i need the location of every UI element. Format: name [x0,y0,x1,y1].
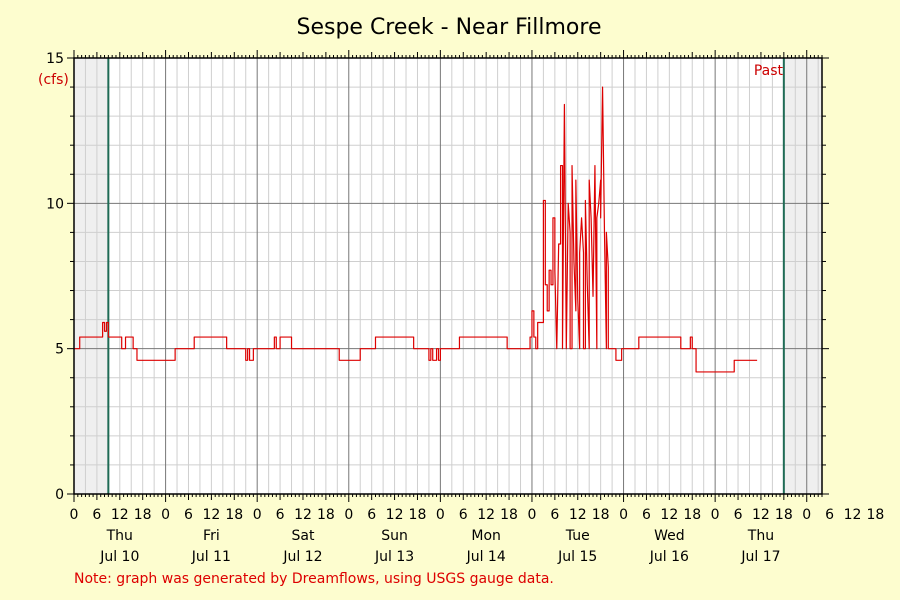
day-separators [165,58,808,494]
range-markers [107,58,785,494]
x-hour-label: 18 [317,507,335,523]
x-hour-label: 18 [409,507,427,523]
shaded-before [74,58,109,494]
x-date-label: Jul 17 [740,549,780,565]
x-hour-label: 6 [642,507,651,523]
y-tick-labels: 0 5 10 15 [46,51,64,503]
chart-title: Sespe Creek - Near Fillmore [296,15,601,40]
y-tick-label: 5 [55,342,64,358]
x-hour-label: 18 [225,507,243,523]
y-axis-unit: (cfs) [38,72,69,88]
x-date-label: Jul 13 [374,549,414,565]
x-hour-label: 18 [683,507,701,523]
x-date-label: Jul 14 [466,549,506,565]
plot-area [74,58,822,494]
x-hour-label: 6 [276,507,285,523]
x-weekday-label: Tue [565,528,590,544]
x-hour-label: 12 [844,507,862,523]
x-hour-label: 12 [569,507,587,523]
x-hour-label: 12 [386,507,404,523]
x-date-label: Jul 16 [649,549,689,565]
x-weekday-label: Thu [747,528,774,544]
x-weekday-label: Thu [106,528,133,544]
x-weekday-label: Mon [471,528,501,544]
x-hour-label: 0 [527,507,536,523]
x-date-label: Jul 11 [191,549,231,565]
axis-ticks [67,50,829,502]
x-hour-label: 12 [111,507,129,523]
grid [74,58,822,494]
x-hour-label: 0 [436,507,445,523]
x-weekday-label: Wed [654,528,685,544]
x-date-label: Jul 15 [557,549,597,565]
x-hour-label: 18 [500,507,518,523]
x-hour-label: 0 [70,507,79,523]
x-weekday-label: Fri [203,528,220,544]
series-line-0 [74,86,758,373]
y-tick-label: 15 [46,51,64,67]
x-hour-label: 18 [775,507,793,523]
x-hour-label: 6 [184,507,193,523]
x-hour-label: 0 [619,507,628,523]
x-hour-label: 18 [867,507,885,523]
x-hour-label: 12 [752,507,770,523]
x-hour-label: 12 [660,507,678,523]
x-hour-label: 6 [92,507,101,523]
past-label: Past [754,63,784,79]
y-tick-label: 0 [55,487,64,503]
x-hour-label: 6 [367,507,376,523]
x-weekday-label: Sun [381,528,408,544]
x-hour-label: 0 [802,507,811,523]
plot-background [74,58,822,494]
x-hour-label: 6 [550,507,559,523]
x-hour-label: 6 [459,507,468,523]
x-hour-label: 0 [344,507,353,523]
shaded-after [783,58,822,494]
x-hour-label: 12 [477,507,495,523]
x-day-labels: Thu Jul 10 Fri Jul 11 Sat Jul 12 Sun Jul 13 Mon J… [99,528,780,565]
x-hour-labels: 0 6 12 18 0 6 12 18 0 6 12 18 0 6 12 18 0 6 12 18 0 6 12 18 0 6 12… [70,507,885,523]
x-hour-label: 0 [161,507,170,523]
x-hour-label: 6 [825,507,834,523]
footnote: Note: graph was generated by Dreamflows,… [74,571,554,587]
y-tick-label: 10 [46,196,64,212]
series-layer [74,86,758,373]
x-weekday-label: Sat [291,528,314,544]
x-hour-label: 18 [134,507,152,523]
x-hour-label: 18 [592,507,610,523]
x-hour-label: 6 [734,507,743,523]
x-date-label: Jul 10 [99,549,139,565]
x-hour-label: 12 [294,507,312,523]
x-hour-label: 0 [253,507,262,523]
x-date-label: Jul 12 [282,549,322,565]
x-hour-label: 0 [711,507,720,523]
x-hour-label: 12 [202,507,220,523]
